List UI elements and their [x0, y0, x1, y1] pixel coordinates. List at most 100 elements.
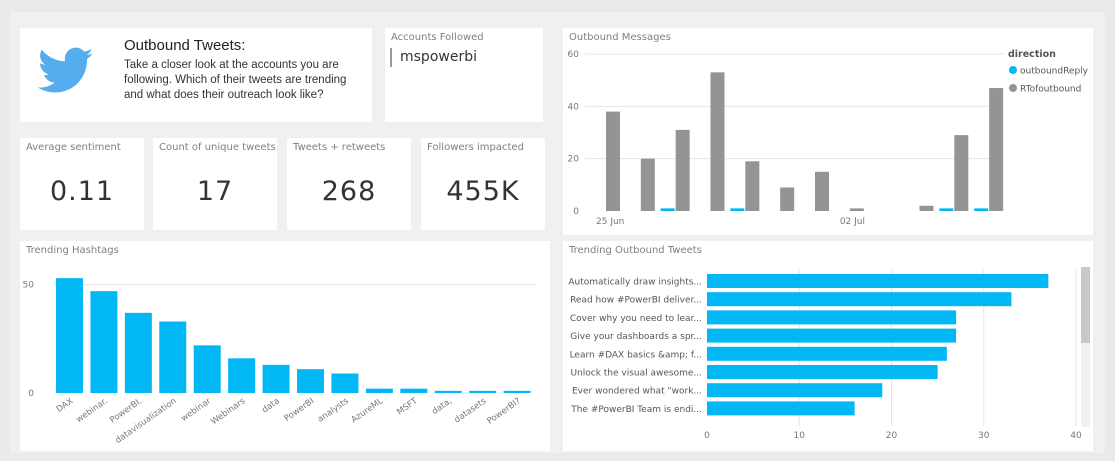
legend-label-RTofoutbound: RTofoutbound: [1020, 85, 1081, 95]
trending-outbound-tweets-tile[interactable]: Trending Outbound Tweets 0 10 20 30 40 Automa…: [563, 241, 1093, 451]
kpi-title: Average sentiment: [26, 142, 121, 153]
bar-RTofoutbound: [640, 158, 655, 211]
y-tick-label: 0: [573, 207, 579, 217]
legend-marker-outboundReply: [1009, 66, 1017, 74]
hashtag-bar: [193, 345, 221, 393]
y-tick-label: Read how #PowerBI deliver...: [570, 296, 702, 306]
y-tick-label: 50: [23, 281, 35, 291]
x-tick-label: data,: [430, 396, 454, 417]
x-tick-label: PowerBI: [283, 396, 317, 424]
bar-RTofoutbound: [989, 88, 1004, 211]
kpi-value: 455K: [446, 176, 520, 207]
bar-outboundReply: [660, 208, 675, 211]
legend-marker-RTofoutbound: [1009, 84, 1017, 92]
bar-outboundReply: [974, 208, 989, 211]
tweet-bar: [707, 383, 883, 398]
intro-title: Outbound Tweets:: [124, 37, 246, 54]
bar-RTofoutbound: [780, 187, 795, 211]
outbound-messages-tile[interactable]: Outbound Messages 0 20 40 60 25 Jun 02 Jul dir…: [563, 28, 1093, 235]
kpi-value: 17: [196, 176, 234, 207]
bar-outboundReply: [939, 208, 954, 211]
trending-outbound-tweets-chart: 0 10 20 30 40 Automatically draw insights... R…: [568, 267, 1090, 441]
bar-RTofoutbound: [606, 111, 620, 211]
kpi-value: 0.11: [49, 176, 115, 207]
accounts-slicer-bar: [390, 48, 392, 67]
tweet-bar: [707, 346, 947, 361]
tweet-bar: [707, 401, 855, 416]
x-tick-label: datasets: [453, 396, 489, 425]
x-tick-label: 20: [886, 431, 898, 441]
tweet-bar: [707, 274, 1049, 288]
x-tick-label: DAX: [55, 396, 76, 415]
y-tick-label: 0: [28, 389, 34, 399]
hashtag-bar: [365, 388, 393, 393]
tweet-bar: [707, 292, 1012, 307]
bar-RTofoutbound: [675, 129, 690, 211]
trending-hashtags-tile[interactable]: Trending Hashtags 0 50 DAX webinar. PowerBI.…: [20, 241, 550, 451]
x-tick-label: 25 Jun: [596, 217, 624, 227]
x-tick-label: Webinars: [209, 396, 247, 427]
y-tick-label: Cover why you need to lear...: [570, 314, 702, 324]
tweet-bar: [707, 328, 957, 343]
bar-RTofoutbound: [710, 72, 725, 211]
kpi-title: Tweets + retweets: [293, 142, 386, 153]
x-tick-label: 10: [794, 431, 806, 441]
scrollbar-thumb[interactable]: [1081, 267, 1090, 343]
x-tick-label: 30: [978, 431, 990, 441]
intro-description: Take a closer look at the accounts you a…: [124, 59, 347, 101]
x-tick-label: webinar: [179, 396, 213, 424]
scrollbar-track: [1081, 267, 1090, 427]
hashtag-bar: [503, 390, 531, 393]
hashtag-bar: [262, 364, 290, 393]
hashtag-bar: [56, 278, 83, 393]
hashtag-bar: [469, 390, 497, 393]
legend-label-outboundReply: outboundReply: [1020, 67, 1089, 77]
x-tick-label: datavisualization: [114, 396, 179, 446]
hashtag-bar: [297, 369, 324, 393]
intro-tile[interactable]: Outbound Tweets: Take a closer look at t…: [20, 28, 372, 122]
y-tick-label: Give your dashboards a spr...: [570, 332, 702, 342]
hashtag-bar: [159, 321, 187, 393]
x-tick-label: 40: [1070, 431, 1082, 441]
twitter-bird-icon: [37, 46, 94, 96]
hashtag-bar: [331, 373, 359, 393]
bar-RTofoutbound: [954, 135, 969, 211]
kpi-followers-impacted[interactable]: Followers impacted 455K: [421, 138, 545, 230]
outbound-messages-chart: 0 20 40 60 25 Jun 02 Jul direction outboundRepl…: [568, 49, 1089, 227]
accounts-followed-value[interactable]: mspowerbi: [400, 49, 477, 65]
kpi-tweets-retweets[interactable]: Tweets + retweets 268: [287, 138, 411, 230]
kpi-value: 268: [321, 176, 377, 207]
x-tick-label: MSFT: [395, 396, 420, 418]
y-tick-label: 40: [568, 102, 580, 112]
tweet-bar: [707, 310, 957, 325]
y-tick-label: 20: [568, 155, 580, 165]
chart-title: Trending Outbound Tweets: [569, 245, 702, 256]
hashtag-bar: [124, 312, 152, 393]
kpi-average-sentiment[interactable]: Average sentiment 0.11: [20, 138, 144, 230]
bar-RTofoutbound: [849, 208, 864, 211]
tweet-bar: [707, 365, 938, 379]
x-tick-label: webinar.: [74, 396, 109, 425]
y-tick-label: Unlock the visual awesome...: [570, 369, 702, 379]
x-tick-label: 02 Jul: [840, 217, 865, 227]
y-tick-label: Learn #DAX basics &amp; f...: [570, 350, 702, 360]
y-tick-label: Automatically draw insights...: [568, 278, 702, 288]
x-tick-label: analysts: [316, 396, 351, 425]
kpi-title: Followers impacted: [427, 142, 524, 153]
kpi-title: Count of unique tweets: [159, 142, 276, 153]
y-tick-label: Ever wondered what "work...: [572, 387, 702, 397]
hashtag-bar: [90, 291, 118, 393]
bar-RTofoutbound: [919, 205, 934, 211]
bar-outboundReply: [730, 208, 745, 211]
accounts-followed-tile[interactable]: Accounts Followed mspowerbi: [385, 28, 543, 122]
chart-title: Trending Hashtags: [26, 245, 119, 256]
x-tick-label: PowerBI?: [485, 396, 522, 426]
kpi-count-unique-tweets[interactable]: Count of unique tweets 17: [153, 138, 277, 230]
y-tick-label: The #PowerBI Team is endi...: [570, 405, 702, 415]
x-tick-label: AzureML: [350, 396, 386, 425]
x-tick-label: data: [260, 396, 281, 415]
accounts-followed-title: Accounts Followed: [391, 32, 484, 43]
x-tick-label: 0: [704, 431, 710, 441]
hashtag-bar: [434, 390, 462, 393]
